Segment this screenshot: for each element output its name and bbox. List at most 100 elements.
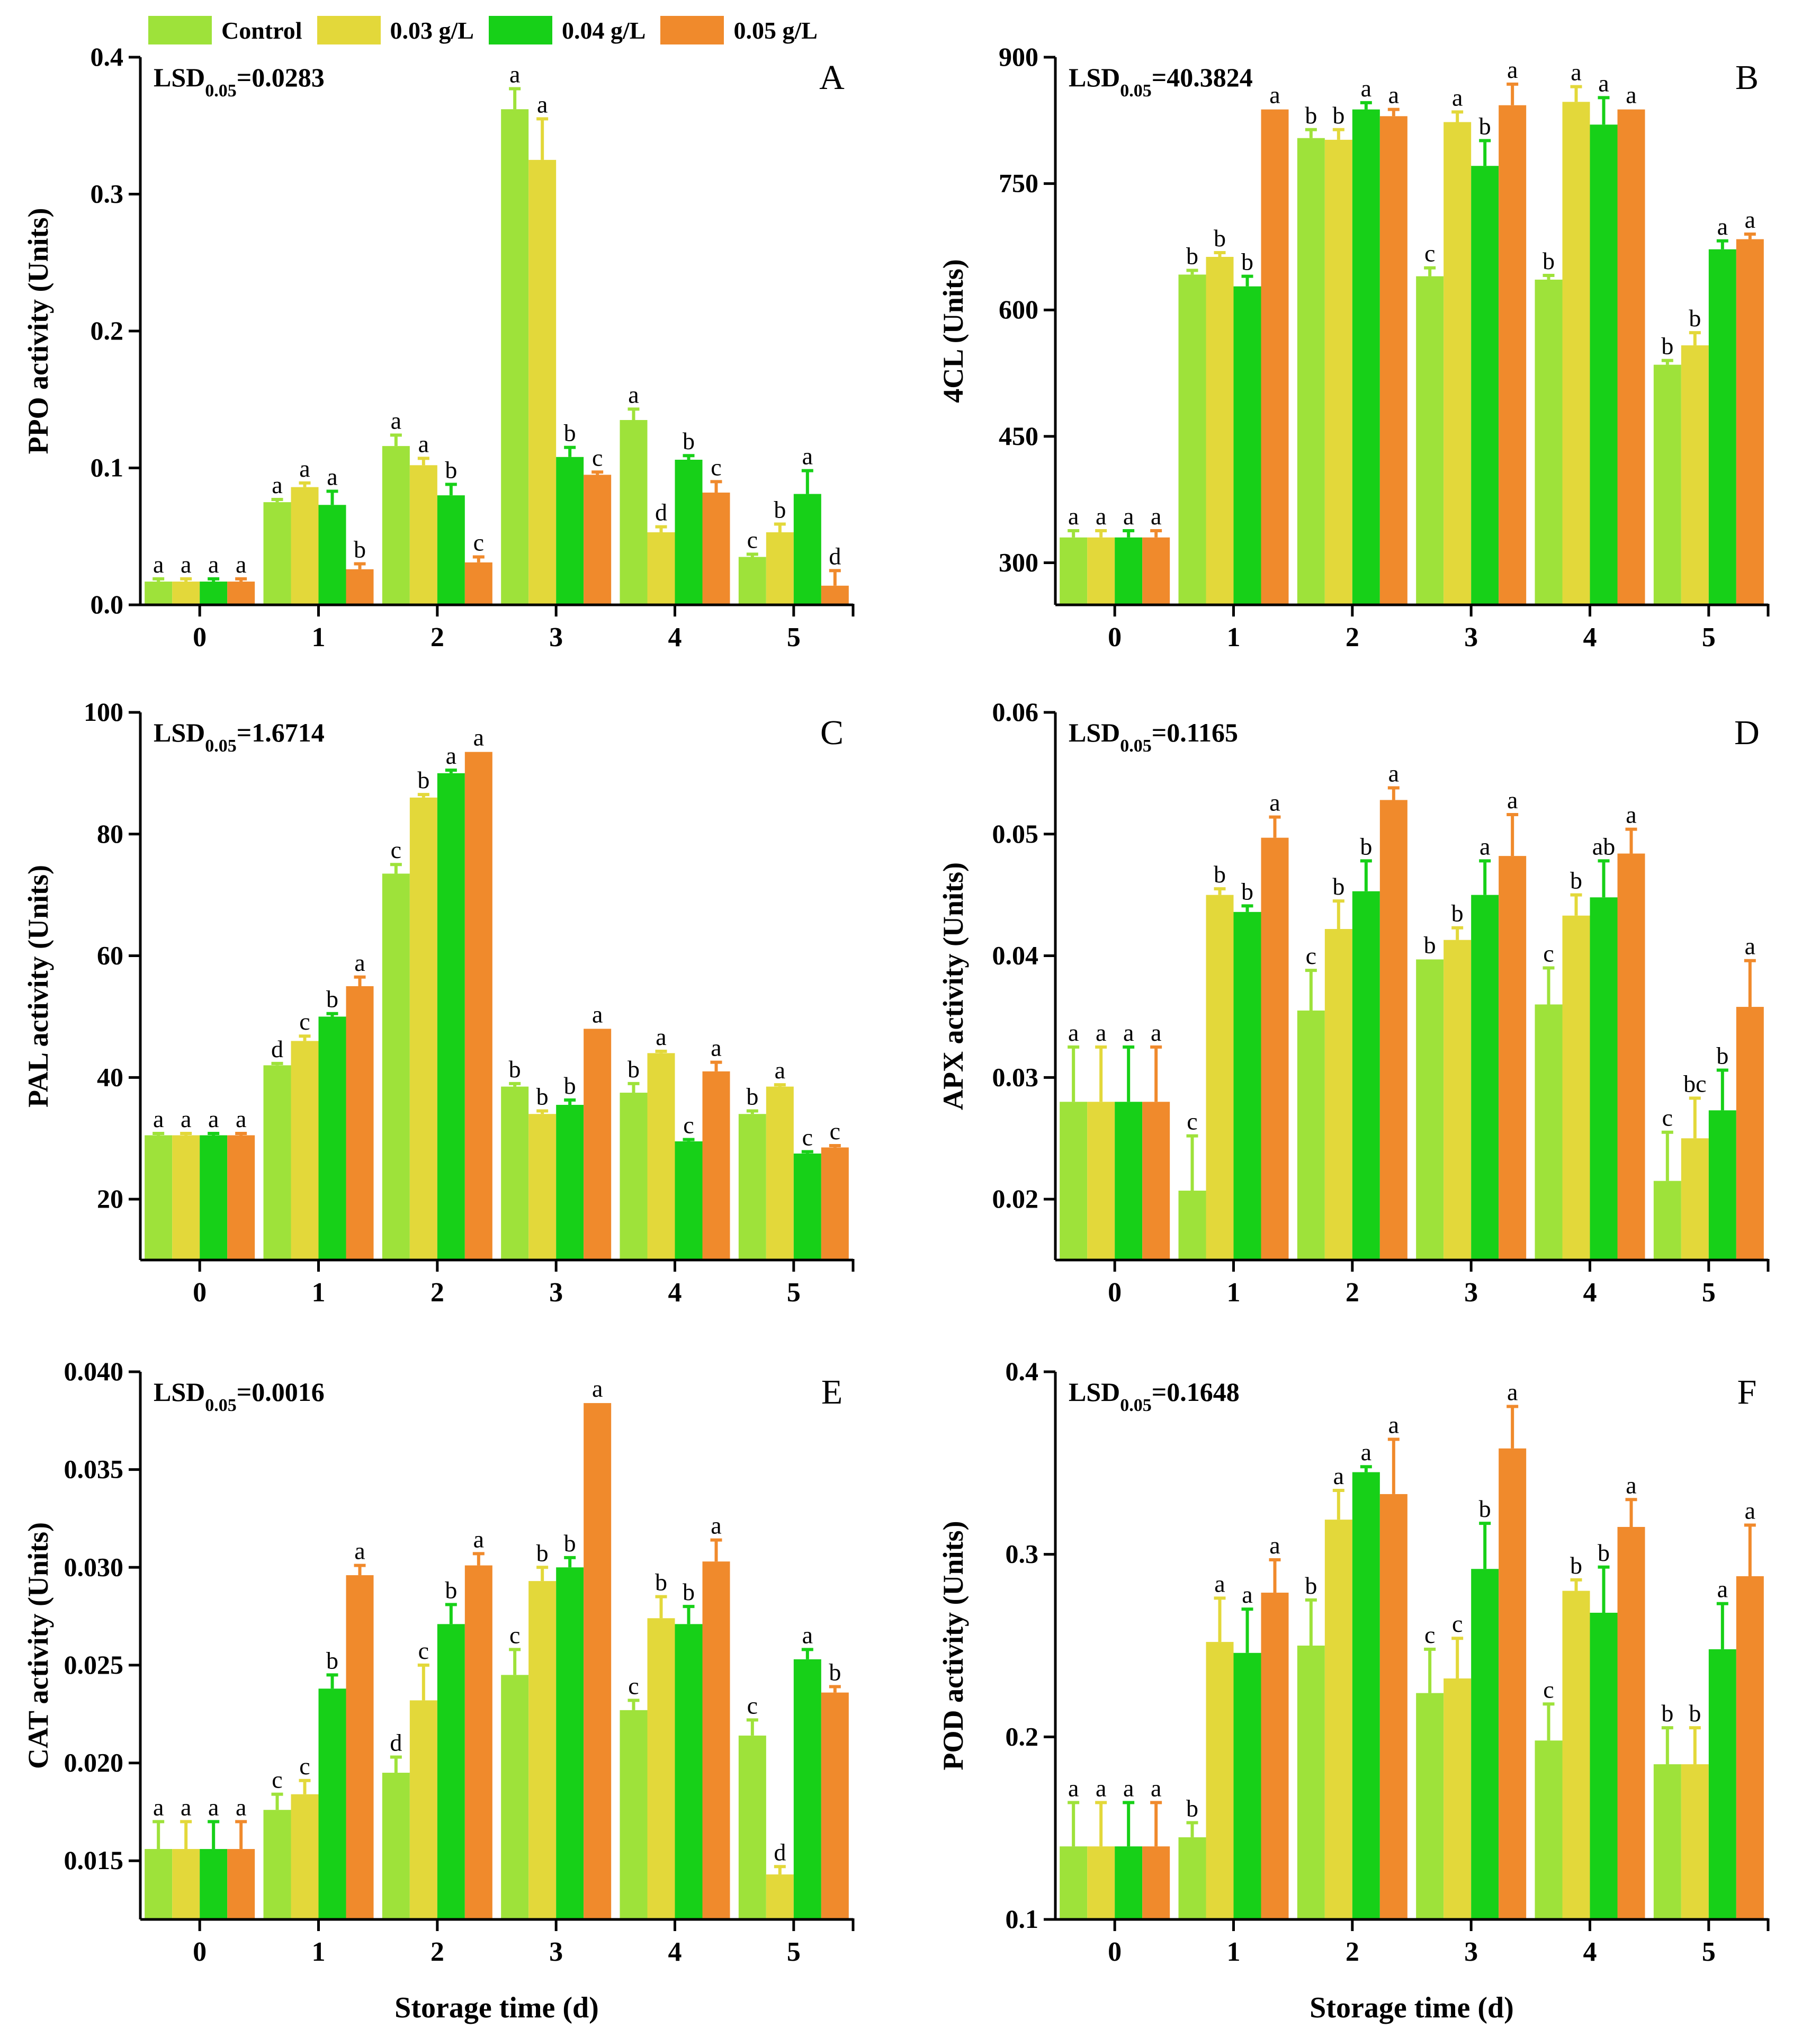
legend-item-0-03: 0.03 g/L [317,16,474,44]
x-tick-label-b: 2 [1346,622,1359,653]
significance-letter-b: b [1241,248,1253,275]
x-tick-label-a: 2 [431,622,444,653]
bar-e [702,1561,730,1919]
significance-letter-c: a [446,742,456,769]
significance-letter-a: a [327,463,337,490]
bar-b [1708,249,1736,605]
significance-letter-c: a [592,1000,603,1028]
significance-letter-c: a [236,1105,246,1132]
significance-letter-f: b [1479,1495,1491,1522]
x-tick-label-b: 5 [1702,622,1716,653]
y-tick-label-d: 0.06 [992,697,1039,727]
significance-letter-b: a [1571,59,1581,86]
significance-letter-e: b [326,1647,338,1674]
bar-c [227,1135,255,1260]
y-axis-label-f: POD activity (Units) [937,1521,969,1771]
x-tick-label-b: 4 [1583,622,1597,653]
y-tick-label-d: 0.04 [992,941,1039,970]
significance-letter-e: a [711,1512,721,1539]
significance-letter-c: b [509,1056,521,1083]
lsd-annotation-b: LSD0.05=40.3824 [1069,62,1253,101]
x-tick-label-e: 1 [312,1937,326,1967]
significance-letter-e: a [181,1793,191,1820]
significance-letter-e: a [208,1793,219,1820]
bar-c [584,1029,612,1260]
bar-d [1562,915,1590,1260]
y-axis-label-d: APX activity (Units) [937,862,969,1110]
significance-letter-a: a [181,551,191,578]
bar-f [1379,1494,1407,1919]
significance-letter-b: a [1507,56,1518,83]
bar-d [1590,897,1618,1260]
y-tick-label-a: 0.0 [91,589,124,619]
bar-f [1617,1526,1645,1919]
bar-f [1206,1642,1234,1919]
y-tick-label-c: 60 [97,941,123,970]
bar-c [702,1071,730,1260]
x-tick-label-b: 3 [1464,622,1478,653]
bar-f [1060,1846,1088,1919]
bar-f [1590,1612,1618,1919]
bar-c [793,1153,821,1260]
bar-b [1297,138,1325,605]
y-axis-label-b: 4CL (Units) [937,259,969,403]
bar-b [1499,105,1527,605]
significance-letter-c: c [830,1118,840,1145]
bar-f [1499,1448,1527,1919]
significance-letter-c: c [299,1008,310,1035]
y-tick-label-f: 0.4 [1006,1356,1039,1386]
significance-letter-c: b [417,766,429,793]
bar-d [1115,1102,1143,1260]
legend: Control 0.03 g/L 0.04 g/L 0.05 g/L [148,12,832,49]
significance-letter-c: a [775,1057,785,1084]
bar-e [172,1849,200,1919]
bar-c [437,773,465,1260]
bar-d [1416,959,1444,1260]
significance-letter-d: c [1543,940,1554,967]
bar-d [1681,1138,1709,1260]
y-tick-label-c: 100 [84,697,123,727]
bar-b [1379,116,1407,605]
significance-letter-b: b [1689,305,1701,332]
significance-letter-c: b [326,986,338,1013]
bar-a [821,585,849,605]
significance-letter-a: b [564,419,576,446]
bar-c [263,1065,291,1260]
bar-e [647,1618,675,1919]
significance-letter-a: a [537,91,548,118]
bar-f [1471,1569,1499,1919]
y-tick-label-c: 40 [97,1062,123,1092]
significance-letter-b: b [1332,102,1344,129]
bar-f [1261,1593,1289,1919]
significance-letter-e: b [564,1530,576,1557]
bar-b [1087,537,1115,605]
bar-e [501,1675,529,1919]
x-tick-label-d: 3 [1464,1277,1478,1308]
x-tick-label-e: 4 [668,1937,682,1967]
bar-a [766,532,794,605]
x-tick-label-f: 4 [1583,1937,1597,1967]
x-tick-label-d: 2 [1346,1277,1359,1308]
bar-d [1060,1102,1088,1260]
bar-a [227,582,255,605]
bar-c [172,1135,200,1260]
significance-letter-d: b [1332,873,1344,900]
significance-letter-c: b [746,1083,758,1110]
bar-e [318,1688,346,1919]
significance-letter-d: b [1424,931,1436,958]
y-tick-label-a: 0.4 [91,42,124,72]
bar-d [1535,1004,1563,1260]
bar-a [409,465,437,605]
lsd-annotation-c: LSD0.05=1.6714 [154,718,325,756]
x-axis-label-f: Storage time (d) [1310,1991,1514,2024]
bar-c [382,873,410,1260]
y-tick-label-f: 0.1 [1006,1904,1039,1934]
bar-a [291,487,319,605]
bar-f [1178,1837,1206,1919]
x-tick-label-c: 1 [312,1277,326,1308]
y-tick-label-f: 0.3 [1006,1539,1039,1569]
x-tick-label-f: 0 [1108,1937,1122,1967]
